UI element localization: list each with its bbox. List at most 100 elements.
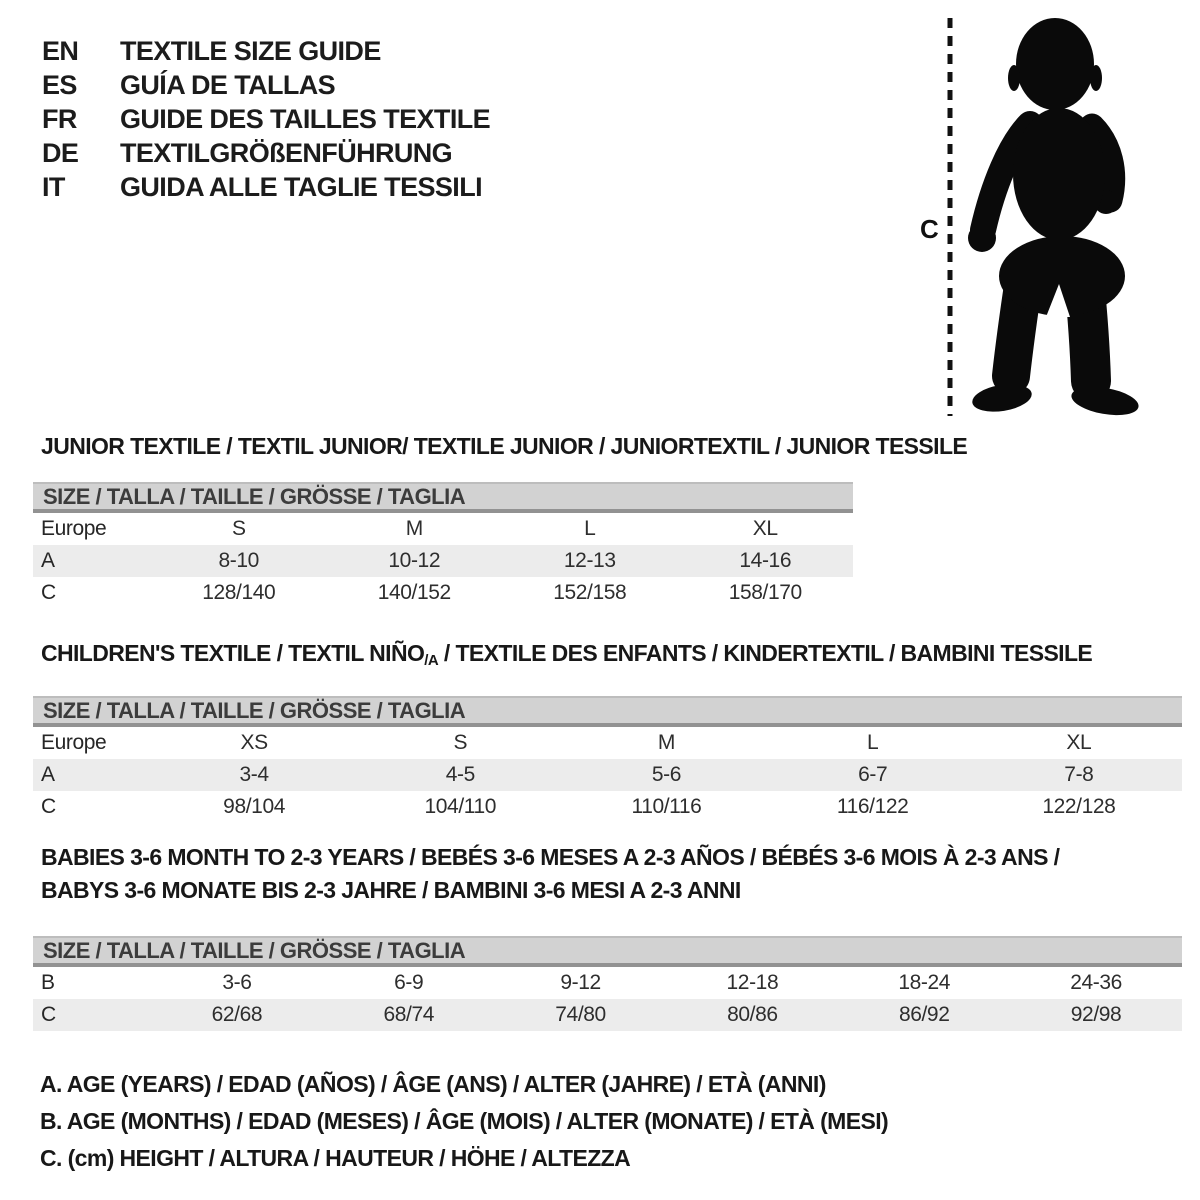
table-cell: 8-10 [218, 549, 260, 572]
table-cell: 24-36 [1070, 971, 1122, 994]
babies-title-line1: BABIES 3-6 MONTH TO 2-3 YEARS / BEBÉS 3-… [41, 844, 1060, 870]
children-title-text: / TEXTILE DES ENFANTS / KINDERTEXTIL / B… [438, 640, 1093, 666]
table-cell: XS [240, 731, 268, 754]
size-header-label: SIZE / TALLA / TAILLE / GRÖSSE / TAGLIA [43, 937, 466, 963]
junior-section-title: JUNIOR TEXTILE / TEXTIL JUNIOR/ TEXTILE … [41, 433, 968, 459]
table-cell: 98/104 [223, 795, 286, 818]
table-cell: M [405, 517, 423, 540]
children-title-subscript: /A [424, 652, 439, 669]
children-size-header-bar: SIZE / TALLA / TAILLE / GRÖSSE / TAGLIA [33, 696, 1182, 727]
legend-line-a: A. AGE (YEARS) / EDAD (AÑOS) / ÂGE (ANS)… [40, 1071, 826, 1097]
table-cell: S [453, 731, 468, 754]
table-cell: 68/74 [383, 1003, 435, 1026]
lang-row-fr: FR GUIDE DES TAILLES TEXTILE [42, 102, 491, 136]
children-size-table: Europe XS S M L XL A 3-4 4-5 5-6 6-7 7-8 C 98/104 104/… [33, 727, 1182, 823]
row-label: C [41, 1003, 56, 1026]
table-cell: XL [752, 517, 778, 540]
table-cell: 86/92 [898, 1003, 950, 1026]
table-cell: 152/158 [553, 581, 627, 604]
table-cell: 3-6 [222, 971, 252, 994]
row-label: B [41, 971, 55, 994]
table-cell: 62/68 [211, 1003, 263, 1026]
row-label: C [41, 581, 56, 604]
table-cell: 104/110 [424, 795, 497, 818]
table-cell: 4-5 [445, 763, 476, 786]
height-measure-label: C [920, 214, 939, 244]
size-header-label: SIZE / TALLA / TAILLE / GRÖSSE / TAGLIA [43, 483, 466, 509]
section-babies-textile: BABIES 3-6 MONTH TO 2-3 YEARS / BEBÉS 3-… [33, 841, 1182, 1031]
table-cell: L [867, 731, 879, 754]
lang-code: FR [42, 104, 77, 134]
table-cell: 122/128 [1042, 795, 1116, 818]
toddler-silhouette [968, 18, 1139, 416]
table-cell: L [584, 517, 596, 540]
lang-label: TEXTILGRÖßENFÜHRUNG [120, 138, 453, 168]
babies-size-header-bar: SIZE / TALLA / TAILLE / GRÖSSE / TAGLIA [33, 936, 1182, 967]
lang-label: GUÍA DE TALLAS [120, 70, 336, 100]
size-header-label: SIZE / TALLA / TAILLE / GRÖSSE / TAGLIA [43, 697, 466, 723]
table-cell: 7-8 [1064, 763, 1094, 786]
table-cell: 116/122 [836, 795, 909, 818]
lang-row-es: ES GUÍA DE TALLAS [42, 68, 490, 102]
table-cell: 74/80 [555, 1003, 606, 1026]
lang-code: ES [42, 70, 77, 100]
language-header: EN TEXTILE SIZE GUIDE ES GUÍA DE TALLAS … [42, 34, 491, 204]
table-row: A 3-4 4-5 5-6 6-7 7-8 [33, 759, 1182, 791]
lang-row-de: DE TEXTILGRÖßENFÜHRUNG [42, 136, 490, 170]
table-cell: 18-24 [898, 971, 951, 994]
table-cell: 140/152 [377, 581, 452, 604]
table-cell: 9-12 [560, 971, 601, 994]
row-label: C [41, 795, 56, 818]
table-cell: 92/98 [1070, 1003, 1122, 1026]
table-cell: 10-12 [388, 549, 441, 572]
toddler-silhouette-svg [947, 18, 1139, 416]
table-row: C 98/104 104/110 110/116 116/122 122/128 [33, 791, 1182, 823]
junior-size-header-bar: SIZE / TALLA / TAILLE / GRÖSSE / TAGLIA [33, 482, 853, 513]
table-cell: 12-13 [563, 549, 616, 572]
table-cell: 6-7 [858, 763, 888, 786]
babies-section-title: BABIES 3-6 MONTH TO 2-3 YEARS / BEBÉS 3-… [33, 841, 1182, 907]
section-junior-textile: JUNIOR TEXTILE / TEXTIL JUNIOR/ TEXTILE … [33, 433, 968, 609]
lang-label: GUIDE DES TAILLES TEXTILE [120, 104, 491, 134]
table-cell: 128/140 [202, 581, 276, 604]
table-cell: 12-18 [726, 971, 779, 994]
legend-line-c: C. (cm) HEIGHT / ALTURA / HAUTEUR / HÖHE… [40, 1145, 631, 1171]
lang-code: IT [42, 172, 65, 202]
children-section-title: CHILDREN'S TEXTILE / TEXTIL NIÑO/A / TEX… [33, 641, 1182, 673]
children-title-text: CHILDREN'S TEXTILE / TEXTIL NIÑO [41, 640, 425, 666]
junior-size-table: Europe S M L XL A 8-10 10-12 12-13 14-16 C 128/140 1… [33, 513, 853, 609]
babies-title-line2: BABYS 3-6 MONATE BIS 2-3 JAHRE / BAMBINI… [41, 877, 741, 903]
table-cell: 110/116 [631, 795, 702, 818]
babies-size-table: B 3-6 6-9 9-12 12-18 18-24 24-36 C 62/68 68/74 74/… [33, 967, 1182, 1031]
legend-line-b: B. AGE (MONTHS) / EDAD (MESES) / ÂGE (MO… [40, 1108, 889, 1134]
height-figure: C [912, 14, 1152, 420]
section-children-textile: CHILDREN'S TEXTILE / TEXTIL NIÑO/A / TEX… [33, 641, 1182, 823]
table-row: Europe S M L XL [33, 513, 853, 545]
row-label: Europe [41, 731, 107, 754]
table-cell: 6-9 [394, 971, 424, 994]
table-cell: 14-16 [739, 549, 792, 572]
table-cell: M [657, 731, 676, 754]
table-cell: S [231, 517, 246, 540]
measurement-legend: A. AGE (YEARS) / EDAD (AÑOS) / ÂGE (ANS)… [40, 1066, 889, 1177]
table-row: Europe XS S M L XL [33, 727, 1182, 759]
table-row: C 62/68 68/74 74/80 80/86 86/92 92/98 [33, 999, 1182, 1031]
table-cell: 3-4 [239, 763, 270, 786]
row-label: A [41, 763, 55, 786]
lang-label: GUIDA ALLE TAGLIE TESSILI [120, 172, 483, 202]
lang-label: TEXTILE SIZE GUIDE [120, 36, 381, 66]
table-cell: 5-6 [651, 763, 682, 786]
table-cell: XL [1066, 731, 1092, 754]
table-cell: 80/86 [727, 1003, 778, 1026]
lang-code: EN [42, 36, 79, 66]
table-row: A 8-10 10-12 12-13 14-16 [33, 545, 853, 577]
row-label: A [41, 549, 55, 572]
row-label: Europe [41, 517, 107, 540]
lang-row-it: IT GUIDA ALLE TAGLIE TESSILI [42, 170, 490, 204]
lang-row-en: EN TEXTILE SIZE GUIDE [42, 34, 490, 68]
table-row: C 128/140 140/152 152/158 158/170 [33, 577, 853, 609]
table-row: B 3-6 6-9 9-12 12-18 18-24 24-36 [33, 967, 1182, 999]
table-cell: 158/170 [728, 581, 803, 604]
lang-code: DE [42, 138, 79, 168]
